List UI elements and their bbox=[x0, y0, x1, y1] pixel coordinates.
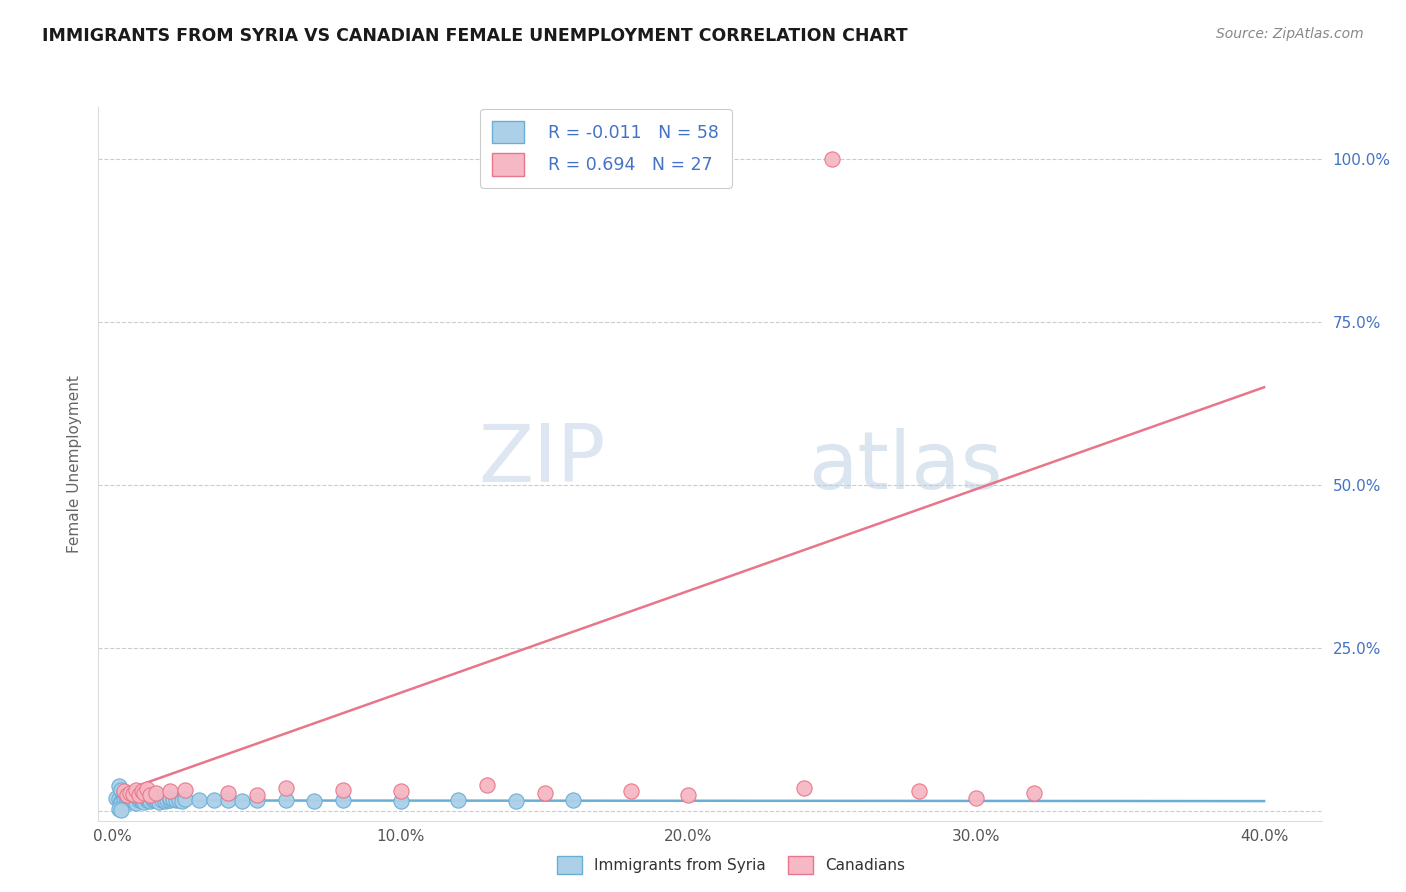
Point bbox=[167, 793, 190, 807]
Point bbox=[120, 791, 142, 805]
Point bbox=[110, 794, 132, 808]
Y-axis label: Female Unemployment: Female Unemployment bbox=[67, 375, 83, 553]
Point bbox=[153, 794, 176, 808]
Point bbox=[793, 780, 815, 795]
Point bbox=[134, 793, 156, 807]
Point bbox=[332, 793, 354, 807]
Point bbox=[128, 789, 150, 803]
Text: Source: ZipAtlas.com: Source: ZipAtlas.com bbox=[1216, 27, 1364, 41]
Point bbox=[162, 792, 184, 806]
Point bbox=[620, 784, 643, 798]
Point bbox=[125, 792, 148, 806]
Point bbox=[131, 791, 153, 805]
Point bbox=[505, 794, 527, 808]
Text: atlas: atlas bbox=[808, 428, 1002, 507]
Point bbox=[115, 790, 138, 805]
Point bbox=[173, 783, 195, 797]
Point bbox=[136, 793, 159, 807]
Legend:   R = -0.011   N = 58,   R = 0.694   N = 27: R = -0.011 N = 58, R = 0.694 N = 27 bbox=[481, 109, 731, 188]
Point bbox=[562, 793, 585, 807]
Point bbox=[122, 790, 145, 805]
Point bbox=[125, 783, 148, 797]
Point bbox=[110, 783, 132, 797]
Point bbox=[159, 784, 181, 798]
Point bbox=[112, 792, 135, 806]
Point bbox=[120, 786, 142, 800]
Point bbox=[145, 790, 167, 805]
Point bbox=[475, 778, 498, 792]
Point bbox=[120, 795, 142, 809]
Point bbox=[142, 793, 165, 807]
Point bbox=[231, 794, 253, 808]
Point bbox=[131, 784, 153, 798]
Point bbox=[139, 794, 162, 808]
Point bbox=[107, 779, 129, 793]
Point bbox=[136, 790, 159, 805]
Point bbox=[110, 803, 132, 817]
Point bbox=[217, 793, 239, 807]
Point bbox=[159, 791, 181, 805]
Point bbox=[139, 788, 162, 802]
Point bbox=[202, 793, 225, 807]
Point bbox=[134, 795, 156, 809]
Point bbox=[165, 793, 187, 807]
Point bbox=[965, 790, 987, 805]
Point bbox=[145, 786, 167, 800]
Legend: Immigrants from Syria, Canadians: Immigrants from Syria, Canadians bbox=[551, 850, 911, 880]
Point bbox=[159, 793, 181, 807]
Point bbox=[389, 784, 412, 798]
Point bbox=[107, 802, 129, 816]
Point bbox=[112, 789, 135, 804]
Point bbox=[142, 791, 165, 805]
Point bbox=[112, 786, 135, 800]
Point bbox=[107, 792, 129, 806]
Point bbox=[122, 787, 145, 801]
Point bbox=[122, 793, 145, 807]
Point bbox=[115, 794, 138, 808]
Point bbox=[332, 783, 354, 797]
Point bbox=[115, 788, 138, 802]
Point bbox=[274, 793, 297, 807]
Text: ZIP: ZIP bbox=[478, 421, 606, 500]
Point bbox=[148, 795, 170, 809]
Point bbox=[389, 794, 412, 808]
Point bbox=[447, 793, 470, 807]
Point bbox=[128, 790, 150, 805]
Point bbox=[678, 788, 700, 802]
Point bbox=[112, 784, 135, 798]
Point bbox=[104, 790, 127, 805]
Point bbox=[131, 794, 153, 808]
Point bbox=[246, 788, 269, 802]
Point bbox=[304, 794, 326, 808]
Point bbox=[217, 786, 239, 800]
Point bbox=[110, 796, 132, 810]
Point bbox=[1022, 786, 1045, 800]
Text: IMMIGRANTS FROM SYRIA VS CANADIAN FEMALE UNEMPLOYMENT CORRELATION CHART: IMMIGRANTS FROM SYRIA VS CANADIAN FEMALE… bbox=[42, 27, 908, 45]
Point bbox=[821, 152, 844, 166]
Point bbox=[156, 793, 179, 807]
Point bbox=[533, 786, 555, 800]
Point bbox=[128, 793, 150, 807]
Point bbox=[150, 791, 173, 805]
Point bbox=[173, 792, 195, 806]
Point bbox=[136, 782, 159, 797]
Point bbox=[907, 784, 929, 798]
Point bbox=[145, 793, 167, 807]
Point bbox=[170, 794, 193, 808]
Point bbox=[148, 792, 170, 806]
Point bbox=[246, 793, 269, 807]
Point bbox=[134, 786, 156, 800]
Point bbox=[274, 780, 297, 795]
Point bbox=[125, 796, 148, 810]
Point bbox=[139, 792, 162, 806]
Point bbox=[188, 793, 211, 807]
Point bbox=[150, 793, 173, 807]
